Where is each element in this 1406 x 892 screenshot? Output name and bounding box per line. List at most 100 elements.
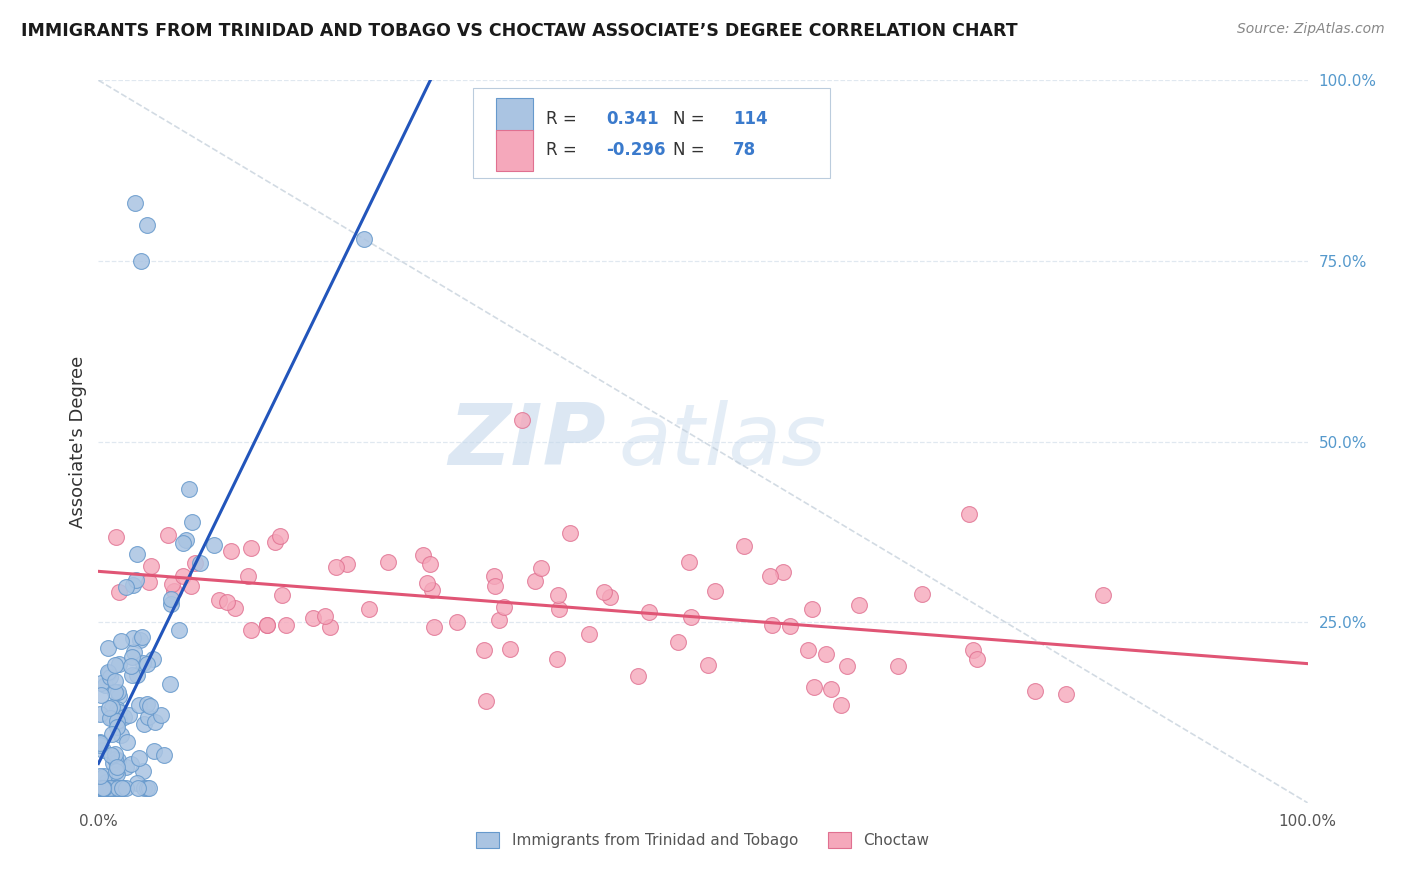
Point [101, 780, 124, 795]
Point [91, 781, 114, 796]
Point [131, 631, 153, 645]
Point [815, 647, 838, 661]
Point [150, 708, 173, 723]
Point [524, 574, 547, 589]
Point [236, 569, 259, 583]
Point [162, 583, 184, 598]
Point [135, 781, 157, 796]
Point [160, 597, 183, 611]
Point [122, 631, 145, 645]
Point [101, 700, 124, 714]
Point [835, 658, 858, 673]
Point [423, 620, 446, 634]
Point [172, 536, 194, 550]
Point [125, 776, 148, 790]
Point [143, 744, 166, 758]
Point [104, 747, 127, 761]
Point [703, 583, 725, 598]
Point [174, 533, 197, 547]
Point [104, 673, 127, 688]
Point [224, 601, 246, 615]
Point [111, 780, 134, 795]
Point [848, 599, 870, 613]
Point [107, 657, 129, 672]
Point [103, 781, 125, 796]
Point [107, 685, 129, 699]
Point [90, 781, 112, 796]
FancyBboxPatch shape [496, 129, 533, 171]
Point [107, 753, 129, 767]
Point [104, 781, 127, 796]
Point [797, 643, 820, 657]
Point [118, 707, 141, 722]
Point [910, 586, 932, 600]
Point [578, 627, 600, 641]
Point [420, 583, 443, 598]
Point [127, 667, 149, 681]
Text: 78: 78 [734, 141, 756, 160]
Point [593, 584, 616, 599]
Point [104, 752, 127, 766]
Point [494, 599, 516, 614]
Point [270, 589, 292, 603]
Point [105, 716, 128, 731]
Point [131, 764, 153, 778]
FancyBboxPatch shape [496, 98, 533, 139]
Point [91, 781, 114, 796]
Point [93, 769, 115, 783]
Legend: Immigrants from Trinidad and Tobago, Choctaw: Immigrants from Trinidad and Tobago, Cho… [472, 828, 934, 853]
Point [101, 774, 124, 789]
Point [139, 559, 162, 574]
Point [359, 602, 381, 616]
Point [120, 756, 142, 771]
Point [125, 547, 148, 561]
Point [264, 535, 287, 549]
Point [215, 595, 238, 609]
Point [761, 618, 783, 632]
Point [546, 652, 568, 666]
Point [128, 698, 150, 712]
Point [637, 605, 659, 619]
Point [530, 561, 553, 575]
Point [105, 781, 128, 796]
Point [353, 232, 375, 246]
Point [377, 555, 399, 569]
Point [966, 651, 988, 665]
Point [696, 657, 718, 672]
Point [666, 635, 689, 649]
Point [93, 781, 115, 796]
Point [107, 781, 129, 796]
Point [98, 670, 121, 684]
Point [135, 657, 157, 672]
Point [678, 556, 700, 570]
Point [97, 640, 120, 655]
Point [115, 760, 138, 774]
Text: 114: 114 [734, 110, 768, 128]
Point [104, 684, 127, 698]
Point [120, 659, 142, 673]
Point [96, 774, 118, 789]
Point [180, 579, 202, 593]
Point [138, 574, 160, 589]
Point [94, 781, 117, 796]
Point [136, 710, 159, 724]
Point [957, 507, 980, 521]
Point [138, 781, 160, 796]
Point [89, 781, 111, 796]
Point [121, 650, 143, 665]
Text: R =: R = [546, 110, 582, 128]
Point [90, 688, 112, 702]
Point [101, 756, 124, 771]
Point [256, 618, 278, 632]
Point [475, 694, 498, 708]
Point [156, 528, 179, 542]
Point [135, 218, 157, 232]
Point [830, 698, 852, 712]
Point [105, 530, 128, 544]
Point [800, 601, 823, 615]
Point [104, 781, 127, 796]
Point [269, 529, 291, 543]
Point [98, 701, 121, 715]
Point [100, 727, 122, 741]
Point [89, 736, 111, 750]
